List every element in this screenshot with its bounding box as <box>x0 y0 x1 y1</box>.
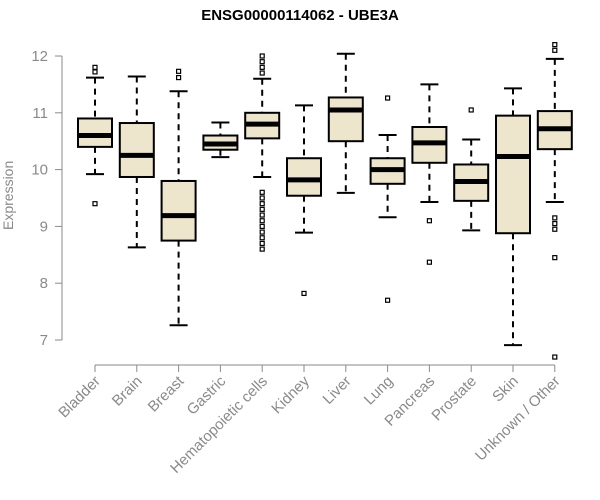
outlier-point <box>552 47 558 53</box>
outlier-point <box>259 70 265 76</box>
x-tick-label: Liver <box>320 373 355 408</box>
y-tick-label: 9 <box>40 218 48 235</box>
outlier-point <box>552 255 558 261</box>
outlier-point <box>552 226 558 232</box>
outlier-point <box>176 68 182 74</box>
outlier-point <box>385 95 391 101</box>
y-tick-label: 10 <box>31 162 48 179</box>
x-tick-label: Breast <box>145 372 188 415</box>
outlier-point <box>259 218 265 224</box>
box <box>286 157 322 197</box>
y-tick-label: 8 <box>40 275 48 292</box>
x-tick-label: Kidney <box>268 372 313 417</box>
outlier-point <box>468 107 474 113</box>
box <box>495 114 531 235</box>
outlier-point <box>426 259 432 265</box>
outlier-point <box>259 212 265 218</box>
outlier-point <box>259 64 265 70</box>
outlier-point <box>259 59 265 65</box>
x-tick-label: Brain <box>109 373 146 410</box>
outlier-point <box>385 297 391 303</box>
outlier-point <box>259 240 265 247</box>
outlier-point <box>259 195 265 201</box>
outlier-point <box>92 69 98 75</box>
chart-title: ENSG00000114062 - UBE3A <box>201 7 399 24</box>
outlier-point <box>259 189 265 195</box>
outlier-point <box>92 201 98 207</box>
x-tick-label: Skin <box>489 373 522 406</box>
outlier-point <box>552 354 558 360</box>
box <box>160 179 197 242</box>
outlier-point <box>259 229 265 235</box>
outlier-point <box>259 246 265 252</box>
outlier-point <box>552 42 558 48</box>
outlier-point <box>259 201 265 207</box>
x-tick-label: Lung <box>361 373 397 409</box>
outlier-point <box>259 235 265 241</box>
outlier-point <box>552 220 558 227</box>
outlier-point <box>259 206 265 212</box>
x-tick-label: Prostate <box>428 373 480 425</box>
outlier-point <box>301 290 307 297</box>
box <box>118 122 155 178</box>
box <box>77 117 113 148</box>
y-tick-label: 12 <box>31 48 48 65</box>
x-tick-label: Bladder <box>55 373 104 422</box>
y-tick-label: 7 <box>40 332 48 349</box>
outlier-point <box>176 74 182 81</box>
y-tick-label: 11 <box>32 105 48 122</box>
outlier-point <box>259 53 265 59</box>
outlier-point <box>552 215 558 221</box>
outlier-point <box>259 223 265 229</box>
outlier-point <box>426 218 432 224</box>
box <box>327 96 364 143</box>
outlier-point <box>92 64 98 70</box>
